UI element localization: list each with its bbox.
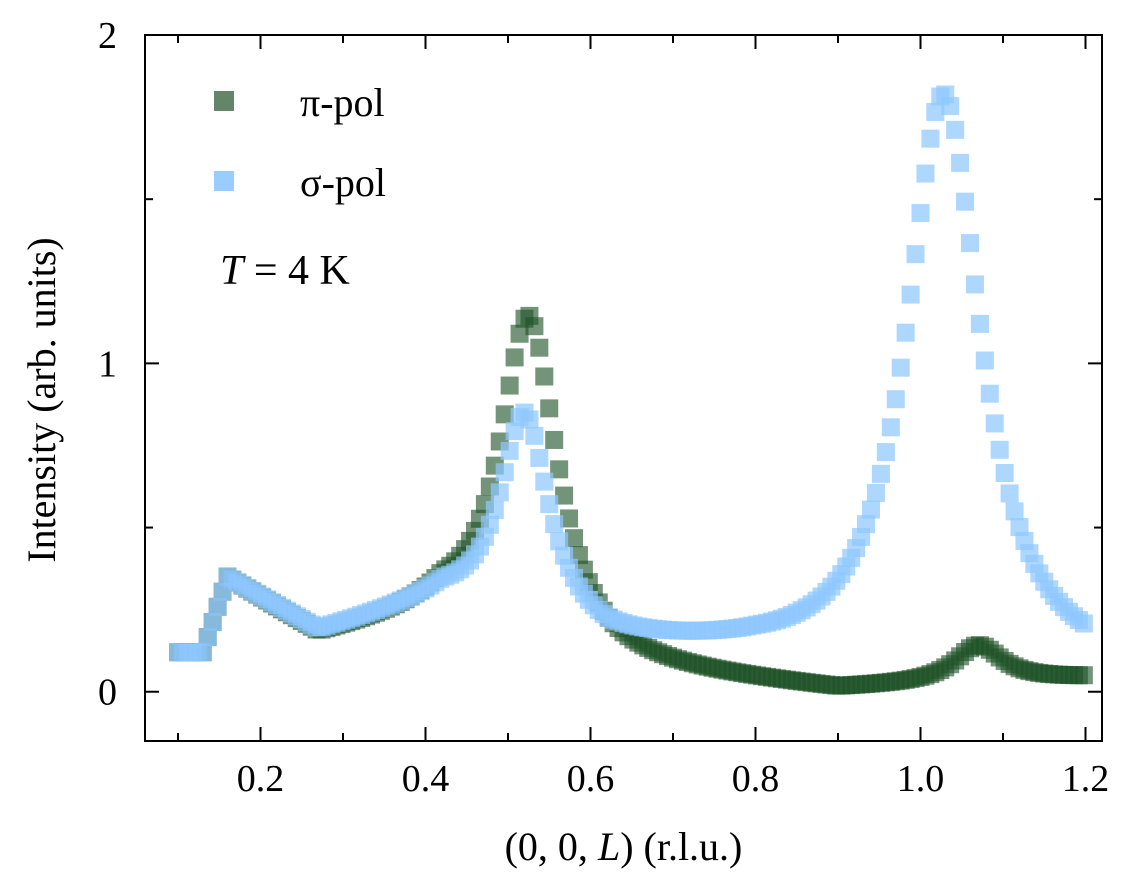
data-point-pi-pol bbox=[550, 460, 569, 479]
data-point-sigma-pol bbox=[505, 422, 524, 441]
y-tick-label: 2 bbox=[98, 15, 117, 57]
x-tick-label: 0.4 bbox=[402, 758, 450, 800]
data-point-sigma-pol bbox=[198, 628, 217, 647]
data-point-sigma-pol bbox=[530, 448, 549, 467]
y-tick-label: 0 bbox=[98, 672, 117, 714]
legend-marker-sigma-pol bbox=[214, 171, 234, 191]
x-tick-label: 1.2 bbox=[1062, 758, 1110, 800]
data-point-pi-pol bbox=[505, 348, 524, 367]
data-point-sigma-pol bbox=[1000, 484, 1019, 503]
x-tick-label: 0.8 bbox=[732, 758, 780, 800]
data-point-sigma-pol bbox=[535, 472, 554, 491]
data-point-sigma-pol bbox=[886, 390, 905, 409]
data-point-pi-pol bbox=[495, 405, 514, 424]
data-point-sigma-pol bbox=[1074, 614, 1093, 633]
data-point-sigma-pol bbox=[980, 384, 999, 403]
y-tick-label: 1 bbox=[98, 343, 117, 385]
data-point-pi-pol bbox=[565, 529, 583, 548]
data-point-sigma-pol bbox=[911, 204, 930, 223]
data-point-pi-pol bbox=[540, 399, 559, 418]
legend-label-sigma-pol: σ-pol bbox=[300, 160, 386, 205]
data-point-pi-pol bbox=[1074, 666, 1093, 685]
data-point-sigma-pol bbox=[495, 463, 514, 482]
data-point-sigma-pol bbox=[906, 245, 925, 264]
data-point-sigma-pol bbox=[1010, 518, 1029, 537]
data-point-sigma-pol bbox=[921, 129, 940, 148]
data-point-sigma-pol bbox=[862, 500, 880, 519]
data-point-pi-pol bbox=[500, 376, 519, 395]
data-point-sigma-pol bbox=[876, 443, 895, 462]
series-pi-pol bbox=[169, 306, 1093, 695]
data-point-pi-pol bbox=[510, 324, 529, 343]
data-point-sigma-pol bbox=[901, 285, 920, 304]
data-point-sigma-pol bbox=[965, 275, 984, 294]
data-point-sigma-pol bbox=[970, 314, 989, 333]
data-point-sigma-pol bbox=[961, 234, 979, 253]
data-point-sigma-pol bbox=[975, 351, 994, 370]
data-point-sigma-pol bbox=[500, 441, 519, 460]
data-point-pi-pol bbox=[555, 486, 574, 505]
data-point-sigma-pol bbox=[926, 102, 945, 121]
data-point-sigma-pol bbox=[550, 532, 569, 551]
data-point-sigma-pol bbox=[480, 515, 499, 534]
data-point-sigma-pol bbox=[520, 410, 539, 429]
y-axis-label: Intensity (arb. units) bbox=[19, 237, 64, 563]
data-point-sigma-pol bbox=[857, 515, 876, 534]
data-point-sigma-pol bbox=[881, 418, 900, 437]
data-point-sigma-pol bbox=[995, 464, 1014, 483]
data-point-pi-pol bbox=[545, 430, 564, 449]
data-point-sigma-pol bbox=[203, 613, 222, 632]
data-point-sigma-pol bbox=[985, 414, 1004, 433]
data-point-sigma-pol bbox=[490, 483, 509, 502]
data-point-sigma-pol bbox=[951, 153, 970, 172]
x-tick-label: 0.2 bbox=[237, 758, 285, 800]
legend-label-pi-pol: π-pol bbox=[300, 80, 385, 125]
data-point-sigma-pol bbox=[990, 440, 1009, 459]
data-point-sigma-pol bbox=[540, 495, 559, 514]
data-point-sigma-pol bbox=[1005, 502, 1024, 521]
data-point-sigma-pol bbox=[485, 501, 504, 520]
data-point-sigma-pol bbox=[916, 164, 935, 183]
data-point-sigma-pol bbox=[891, 358, 910, 377]
data-point-sigma-pol bbox=[545, 515, 564, 534]
data-point-sigma-pol bbox=[208, 597, 227, 616]
data-point-sigma-pol bbox=[525, 426, 544, 445]
legend: π-pol σ-pol bbox=[214, 80, 386, 205]
data-point-sigma-pol bbox=[956, 192, 975, 211]
series-sigma-pol bbox=[169, 85, 1093, 662]
tick-labels: 0.2 0.4 0.6 0.8 1.0 1.2 0 1 2 bbox=[98, 15, 1109, 800]
data-point-sigma-pol bbox=[941, 97, 960, 116]
data-point-sigma-pol bbox=[866, 483, 885, 502]
temperature-annotation: T = 4 K bbox=[220, 248, 350, 294]
data-point-pi-pol bbox=[560, 509, 579, 528]
plot-frame bbox=[144, 34, 1103, 742]
data-point-pi-pol bbox=[535, 367, 554, 386]
x-tick-label: 1.0 bbox=[897, 758, 945, 800]
x-tick-label: 0.6 bbox=[567, 758, 615, 800]
legend-marker-pi-pol bbox=[214, 91, 234, 111]
data-point-sigma-pol bbox=[946, 120, 965, 139]
x-axis-label: (0, 0, L) (r.l.u.) bbox=[505, 824, 743, 869]
data-point-pi-pol bbox=[530, 338, 549, 357]
data-point-pi-pol bbox=[525, 317, 544, 336]
data-point-sigma-pol bbox=[193, 643, 212, 662]
data-point-sigma-pol bbox=[871, 464, 890, 483]
data-point-sigma-pol bbox=[896, 323, 915, 342]
